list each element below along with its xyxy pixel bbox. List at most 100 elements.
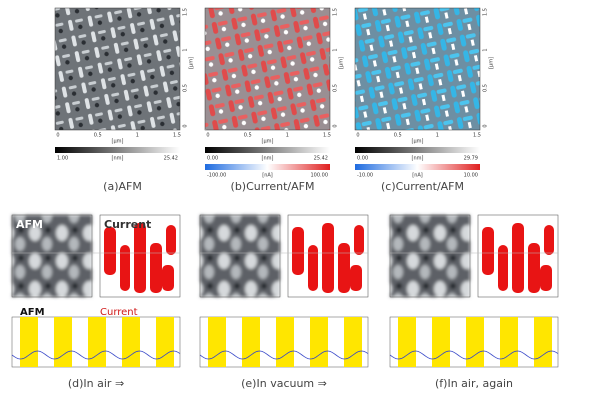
x-tick-label: 0.5 [94,133,102,139]
afm-profile [11,350,181,360]
current-blob [134,223,146,293]
x-tick-label: 0 [356,133,359,139]
scale-max: 100.00 [311,173,329,179]
x-tick-label: 1 [286,133,289,139]
afm-image [390,215,470,297]
scan-image [54,7,181,131]
profile-label: Current [100,307,138,318]
x-tick-label: 1.5 [173,133,181,139]
x-tick-label: 1.5 [323,133,331,139]
scale-min: 1.00 [57,156,68,162]
current-peak [276,317,294,367]
scale-unit: [nm] [412,156,424,162]
y-tick-label: 0 [333,124,339,127]
current-peak [344,317,362,367]
afm-profile [389,350,559,360]
frame [389,214,471,298]
y-tick-label: 1.5 [483,8,489,16]
image-label: AFM [16,218,43,231]
afm-image [200,215,280,297]
x-tick-label: 0.5 [394,133,402,139]
caption: (f)In air, again [435,377,513,390]
image-label: Current [104,218,151,231]
scan-image [354,7,481,131]
current-blob [498,245,508,291]
color-bar [55,147,180,153]
color-bar [355,147,480,153]
current-blob [338,243,350,293]
scale-max: 29.79 [464,156,478,162]
x-tick-label: 1 [436,133,439,139]
current-peak [242,317,260,367]
x-tick-label: 1 [136,133,139,139]
axis-unit: [μm] [189,57,195,69]
current-blob [308,245,318,291]
caption: (d)In air ⇒ [68,377,124,390]
current-blob [354,225,364,255]
color-bar [205,164,330,170]
axis-unit: [μm] [339,57,345,69]
current-blob [544,225,554,255]
x-tick-label: 0 [56,133,59,139]
color-bar [355,164,480,170]
x-tick-label: 1.5 [473,133,481,139]
current-blob [350,265,362,291]
color-bar [205,147,330,153]
y-tick-label: 0 [183,124,189,127]
current-peak [54,317,72,367]
current-blob [512,223,524,293]
current-blob [120,245,130,291]
scan-image [204,7,331,131]
current-peak [156,317,174,367]
current-peak [398,317,416,367]
y-tick-label: 0.5 [183,84,189,92]
current-peak [534,317,552,367]
current-blob [540,265,552,291]
current-blob [104,227,116,275]
y-tick-label: 0.5 [333,84,339,92]
caption: (a)AFM [103,180,142,193]
axis-unit: [μm] [262,139,274,145]
scale-min: -10.00 [357,173,373,179]
current-blob [322,223,334,293]
current-peak [500,317,518,367]
y-tick-label: 1 [183,48,189,51]
current-blob [166,225,176,255]
scale-max: 10.00 [464,173,478,179]
scale-min: 0.00 [207,156,218,162]
caption: (e)In vacuum ⇒ [241,377,327,390]
current-peak [122,317,140,367]
y-tick-label: 1 [333,48,339,51]
scale-unit: [nm] [112,156,124,162]
y-tick-label: 0.5 [483,84,489,92]
scale-unit: [nA] [262,173,273,179]
y-tick-label: 0 [483,124,489,127]
caption: (b)Current/AFM [231,180,315,193]
current-peak [20,317,38,367]
scale-unit: [nm] [262,156,274,162]
scale-unit: [nA] [412,173,423,179]
y-tick-label: 1 [483,48,489,51]
current-blob [162,265,174,291]
axis-unit: [μm] [489,57,495,69]
scale-min: -100.00 [207,173,226,179]
profile-label: AFM [20,307,45,318]
axis-unit: [μm] [112,139,124,145]
current-blob [482,227,494,275]
y-tick-label: 1.5 [333,8,339,16]
caption: (c)Current/AFM [381,180,464,193]
current-peak [466,317,484,367]
y-tick-label: 1.5 [183,8,189,16]
axis-unit: [μm] [412,139,424,145]
afm-profile [199,350,369,360]
frame [11,214,93,298]
current-peak [310,317,328,367]
current-blob [528,243,540,293]
current-peak [432,317,450,367]
scale-min: 0.00 [357,156,368,162]
scale-max: 25.42 [314,156,328,162]
frame [199,214,281,298]
scale-max: 25.42 [164,156,178,162]
